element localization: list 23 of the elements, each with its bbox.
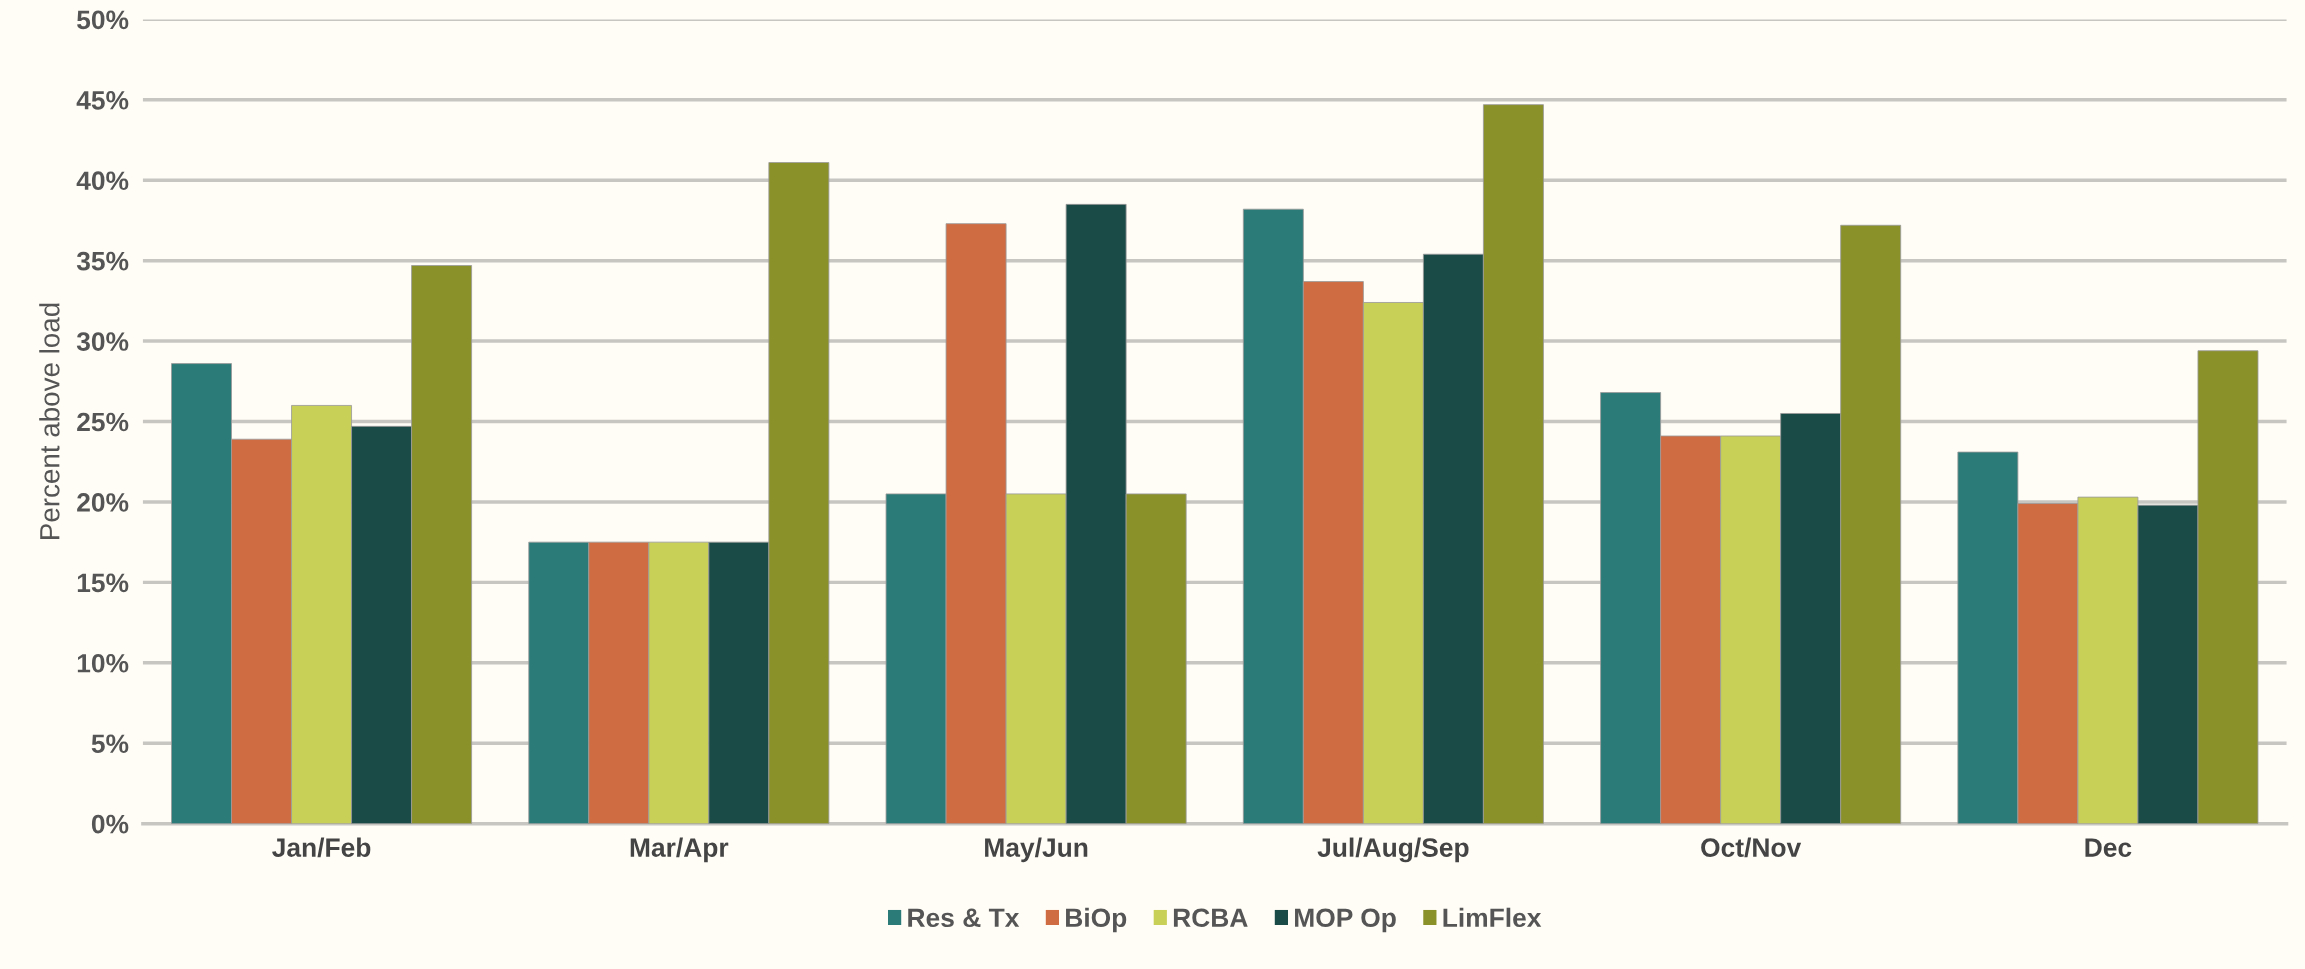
- y-tick-label: 15%: [77, 573, 129, 593]
- x-tick-label: Dec: [2085, 838, 2132, 857]
- x-tick-label: Mar/Apr: [630, 837, 729, 863]
- y-tick-label: 40%: [76, 171, 129, 191]
- y-tick-label: 35%: [76, 251, 129, 271]
- y-tick-label: 25%: [77, 412, 129, 432]
- y-tick-label: 5%: [91, 734, 129, 754]
- y-tick-label: 50%: [77, 10, 129, 30]
- y-axis-title: Percent above load: [39, 303, 60, 539]
- legend-label: Res & Tx: [908, 908, 1020, 928]
- legend-label: MOP Op: [1295, 908, 1396, 933]
- y-tick-label: 30%: [76, 332, 129, 351]
- legend-label: BiOp: [1066, 907, 1127, 933]
- legend-label: LimFlex: [1443, 907, 1542, 928]
- x-tick-label: Jan/Feb: [272, 837, 371, 858]
- x-tick-label: May/Jun: [985, 837, 1088, 863]
- x-tick-label: Jul/Aug/Sep: [1317, 837, 1469, 863]
- y-tick-label: 45%: [76, 91, 129, 110]
- legend-label: RCBA: [1173, 908, 1248, 928]
- x-tick-label: Oct/Nov: [1701, 837, 1802, 858]
- y-tick-label: 20%: [77, 493, 129, 512]
- y-tick-label: 0%: [91, 814, 129, 834]
- y-tick-label: 10%: [77, 653, 129, 673]
